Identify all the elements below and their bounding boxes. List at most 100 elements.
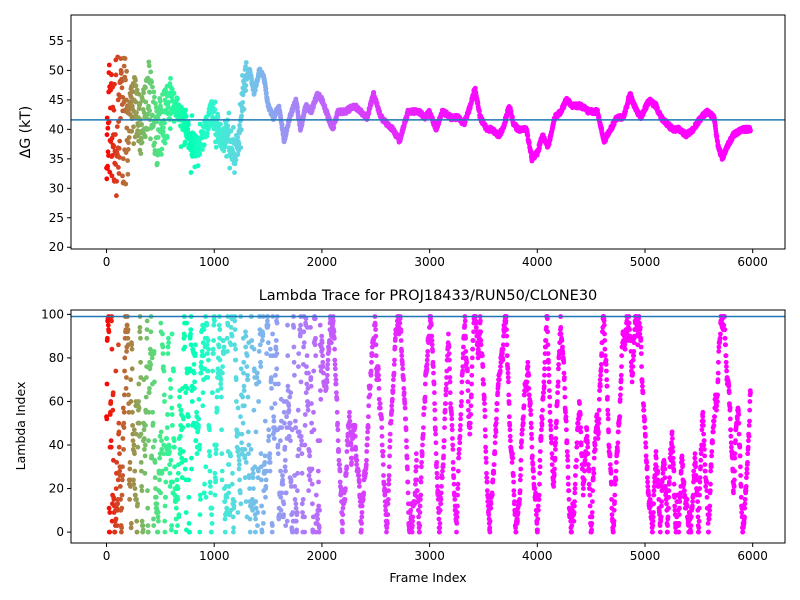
lambda-point [217,327,223,332]
lambda-point [332,335,337,341]
lambda-point [298,322,303,328]
lambda-point [283,490,289,496]
lambda-point [340,505,346,511]
lambda-point [235,405,241,411]
free-energy-point [116,165,121,170]
lambda-point [447,379,453,385]
lambda-point [368,368,374,374]
free-energy-point [510,114,515,120]
lambda-point [465,379,471,385]
lambda-point [494,401,500,406]
lambda-point [163,479,169,485]
lambda-point [117,451,122,457]
lambda-point [256,349,262,354]
lambda-point [167,449,172,454]
lambda-point [129,342,135,348]
free-energy-point [164,135,170,140]
lambda-point [196,423,201,428]
lambda-point [380,453,386,459]
lambda-point [482,427,488,433]
lambda-point [400,362,405,367]
lambda-point [343,486,348,491]
lambda-point [301,340,307,346]
lambda-point [492,451,498,457]
lambda-point [511,479,516,485]
lambda-point [446,344,452,350]
lambda-point [128,525,134,531]
lambda-point [281,409,287,415]
lambda-point [269,386,274,391]
lambda-point [451,481,457,487]
lambda-point [526,386,532,391]
lambda-point [180,475,185,481]
lambda-point [262,418,268,424]
lambda-point [434,470,440,476]
lambda-point [150,444,156,450]
free-energy-point [186,122,191,127]
lambda-point [188,331,193,337]
lambda-point [169,412,175,417]
free-energy-point [197,151,203,157]
lambda-point [255,523,260,528]
lambda-point [450,460,456,465]
lambda-point [211,322,217,328]
lambda-point [219,477,225,483]
lambda-point [319,333,325,339]
lambda-point [447,366,452,372]
lambda-point [237,462,242,467]
lambda-point [418,497,423,502]
lambda-point [151,516,156,522]
lambda-point [313,335,318,341]
lambda-point [191,362,197,367]
lambda-point [377,401,383,406]
lambda-point [238,366,244,372]
lambda-point [299,438,304,444]
lambda-point [241,359,247,365]
lambda-point [432,416,438,422]
free-energy-point [714,133,720,139]
lambda-point [182,333,188,339]
lambda-point [219,427,225,433]
lambda-point [281,501,287,507]
lambda-point [356,479,362,485]
lambda-point [145,505,151,511]
lambda-point [162,529,168,535]
lambda-point [513,525,518,531]
lambda-point [437,521,443,526]
free-energy-point [171,90,177,96]
lambda-point [241,388,247,393]
lambda-point [198,370,204,376]
lambda-point [214,407,220,413]
lambda-point [309,481,315,487]
lambda-point [385,501,391,507]
lambda-point [517,501,522,507]
x-tick-label: 6000 [737,255,768,269]
lambda-point [220,364,226,369]
lambda-point [324,372,330,378]
lambda-point [104,416,110,422]
lambda-point [224,494,230,500]
lambda-point [212,470,218,476]
lambda-point [158,320,164,326]
lambda-point [204,351,210,356]
lambda-point [385,497,391,502]
lambda-point [484,479,490,485]
lambda-point [398,329,404,335]
lambda-point [165,412,171,417]
lambda-point [450,466,456,472]
lambda-point [517,477,523,483]
free-energy-point [146,103,151,109]
lambda-point [518,444,524,450]
lambda-point [120,405,126,411]
lambda-point [474,325,479,330]
lambda-point [278,507,284,513]
lambda-point [161,392,167,398]
lambda-point [269,529,275,535]
y-tick-label: 55 [49,34,64,48]
lambda-point [333,372,338,378]
lambda-point [233,357,239,363]
lambda-point [132,486,138,491]
lambda-point [360,497,366,502]
free-energy-point [109,72,114,78]
lambda-point [174,477,180,483]
